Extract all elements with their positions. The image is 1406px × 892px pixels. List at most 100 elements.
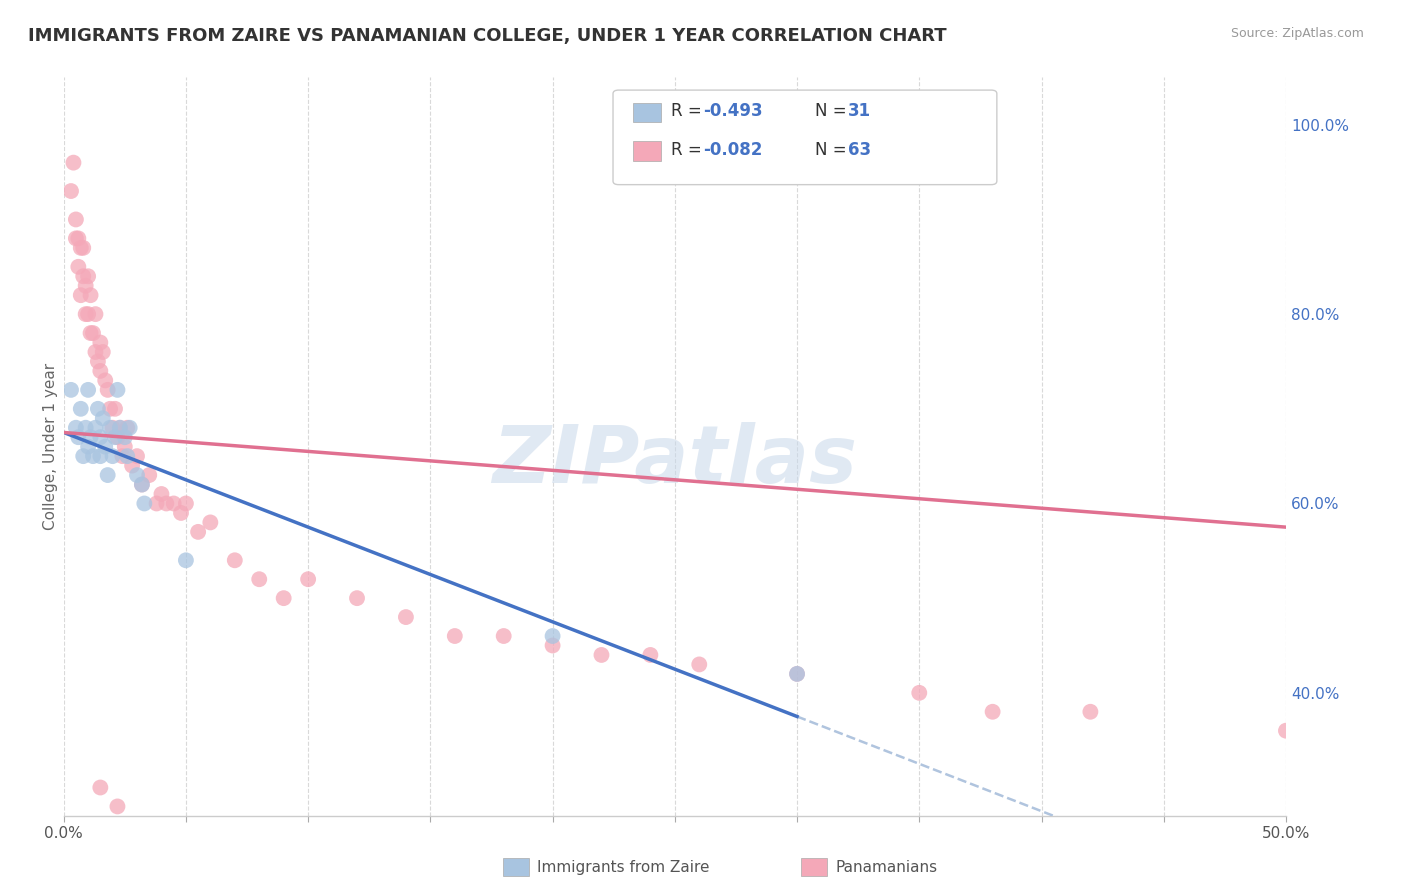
Point [1080, 705, 1102, 719]
Point [75, 307, 97, 321]
Point [89, 780, 111, 795]
Point [62, 155, 84, 169]
Point [107, 430, 129, 444]
Point [591, 648, 613, 662]
Point [72, 449, 94, 463]
Point [131, 477, 153, 491]
Point [104, 401, 127, 416]
Point [121, 458, 143, 473]
Point [89, 449, 111, 463]
Point [84, 421, 107, 435]
Point [77, 269, 100, 284]
Point [104, 430, 127, 444]
Point [79, 430, 101, 444]
Point [89, 364, 111, 378]
Text: R =: R = [671, 103, 707, 120]
Point [115, 449, 138, 463]
Point [108, 421, 131, 435]
Point [65, 212, 87, 227]
Point [101, 421, 124, 435]
Point [247, 572, 270, 586]
Point [69, 241, 91, 255]
Point [84, 307, 107, 321]
Point [91, 345, 114, 359]
Point [72, 241, 94, 255]
Y-axis label: College, Under 1 year: College, Under 1 year [44, 363, 58, 530]
Point [107, 799, 129, 814]
Text: -0.493: -0.493 [703, 103, 762, 120]
Point [541, 629, 564, 643]
Point [97, 383, 120, 397]
Point [94, 440, 117, 454]
Point [492, 629, 515, 643]
Point [163, 496, 186, 510]
Point [65, 231, 87, 245]
Text: Immigrants from Zaire: Immigrants from Zaire [537, 860, 710, 874]
Point [82, 449, 104, 463]
Point [84, 345, 107, 359]
Point [174, 496, 197, 510]
Point [79, 288, 101, 302]
Point [98, 401, 121, 416]
Point [346, 591, 368, 606]
Point [89, 335, 111, 350]
Point [640, 648, 662, 662]
Text: N =: N = [815, 141, 852, 159]
Point [67, 430, 90, 444]
Point [118, 421, 141, 435]
Point [77, 307, 100, 321]
Text: R =: R = [671, 141, 707, 159]
Point [111, 449, 134, 463]
Point [125, 468, 148, 483]
Point [115, 421, 138, 435]
Point [1275, 723, 1298, 738]
Point [443, 629, 465, 643]
Point [297, 572, 319, 586]
Point [67, 260, 90, 274]
Point [97, 468, 120, 483]
Point [60, 383, 83, 397]
Point [155, 496, 177, 510]
Point [69, 401, 91, 416]
Point [125, 449, 148, 463]
Point [72, 269, 94, 284]
Point [69, 288, 91, 302]
Point [273, 591, 295, 606]
Text: 31: 31 [848, 103, 870, 120]
Point [786, 666, 808, 681]
Point [87, 354, 110, 368]
Text: ZIPatlas: ZIPatlas [492, 423, 858, 500]
Point [395, 610, 418, 624]
Point [224, 553, 246, 567]
Point [98, 421, 121, 435]
Point [67, 231, 90, 245]
Text: -0.082: -0.082 [703, 141, 762, 159]
Point [65, 421, 87, 435]
Point [79, 326, 101, 340]
Point [94, 373, 117, 387]
Point [150, 487, 173, 501]
Point [91, 411, 114, 425]
Point [108, 421, 131, 435]
Point [981, 705, 1004, 719]
Point [131, 477, 153, 491]
Point [114, 430, 136, 444]
Point [82, 326, 104, 340]
Point [138, 468, 160, 483]
Point [145, 496, 167, 510]
Point [170, 506, 193, 520]
Point [60, 184, 83, 198]
Point [114, 440, 136, 454]
Text: N =: N = [815, 103, 852, 120]
Point [908, 686, 931, 700]
Text: IMMIGRANTS FROM ZAIRE VS PANAMANIAN COLLEGE, UNDER 1 YEAR CORRELATION CHART: IMMIGRANTS FROM ZAIRE VS PANAMANIAN COLL… [28, 27, 946, 45]
Point [134, 496, 156, 510]
Point [77, 440, 100, 454]
Point [187, 524, 209, 539]
Text: Source: ZipAtlas.com: Source: ZipAtlas.com [1230, 27, 1364, 40]
Text: Panamanians: Panamanians [835, 860, 938, 874]
Point [541, 639, 564, 653]
Point [107, 383, 129, 397]
Point [75, 278, 97, 293]
Point [77, 383, 100, 397]
